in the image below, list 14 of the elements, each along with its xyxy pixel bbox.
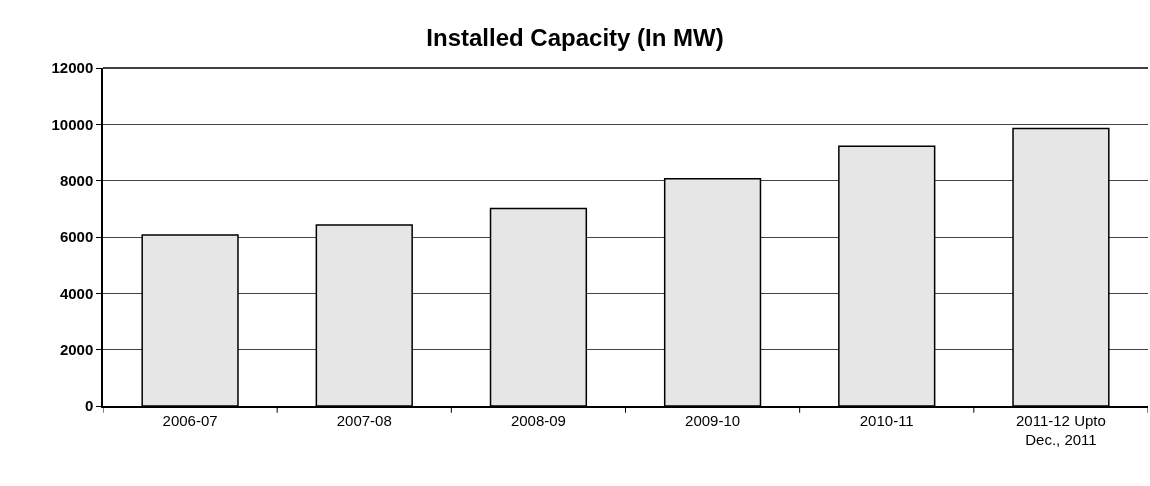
y-tick-label: 8000 bbox=[59, 171, 94, 189]
x-tick-label: 2010-11 bbox=[859, 411, 914, 429]
x-tick-label: 2007-08 bbox=[336, 411, 392, 429]
x-tick-label: 2008-09 bbox=[510, 411, 566, 429]
x-tick-label: 2009-10 bbox=[685, 411, 741, 429]
x-tick-label: 2006-07 bbox=[162, 411, 218, 429]
y-tick-label: 12000 bbox=[51, 59, 94, 77]
chart-title: Installed Capacity (In MW) bbox=[426, 23, 724, 51]
y-tick-label: 6000 bbox=[59, 228, 94, 246]
y-tick-label: 4000 bbox=[59, 284, 94, 302]
y-tick-label: 0 bbox=[84, 397, 94, 415]
y-tick-label: 2000 bbox=[59, 340, 94, 358]
y-tick-label: 10000 bbox=[51, 115, 94, 133]
x-tick-label: 2011-12 Upto Dec., 2011 bbox=[1016, 411, 1106, 449]
